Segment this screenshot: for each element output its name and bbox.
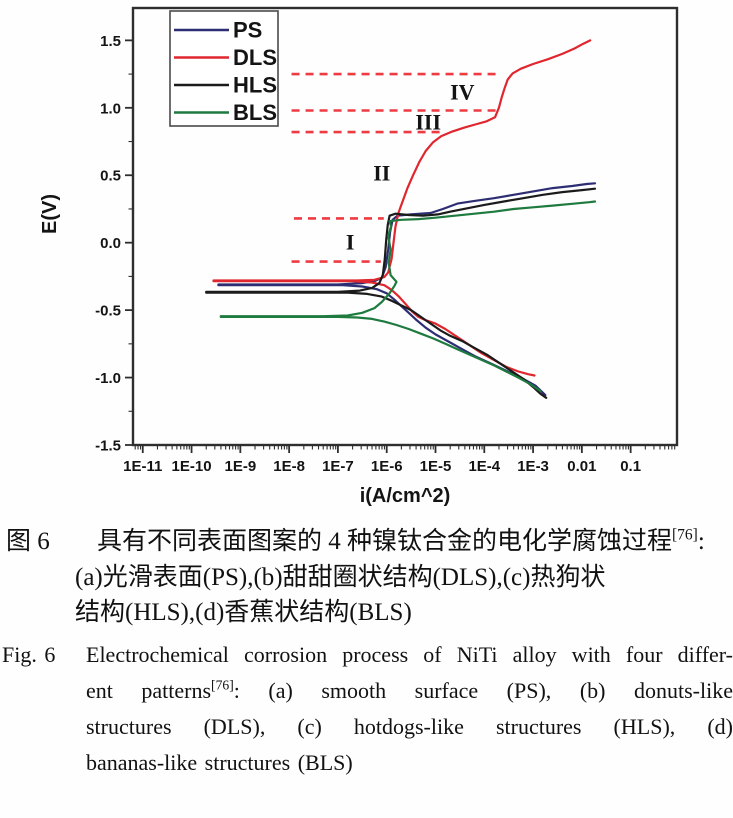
svg-text:HLS: HLS (233, 73, 277, 98)
svg-text:1E-5: 1E-5 (420, 458, 452, 475)
svg-text:-0.5: -0.5 (95, 303, 121, 320)
svg-text:0.0: 0.0 (100, 235, 121, 252)
svg-text:-1.0: -1.0 (95, 370, 121, 387)
svg-text:1E-8: 1E-8 (273, 458, 305, 475)
caption-zh-lines: 具有不同表面图案的 4 种镍钛合金的电化学腐蚀过程[76]: (a)光滑表面(P… (75, 524, 733, 631)
svg-text:i(A/cm^2): i(A/cm^2) (360, 485, 451, 507)
caption-zh-line2: (a)光滑表面(PS),(b)甜甜圈状结构(DLS),(c)热狗状 (75, 563, 606, 591)
figure-caption-zh: 图 6 具有不同表面图案的 4 种镍钛合金的电化学腐蚀过程[76]: (a)光滑… (0, 524, 733, 631)
svg-text:0.5: 0.5 (100, 168, 121, 185)
svg-text:1E-9: 1E-9 (224, 458, 256, 475)
svg-text:-1.5: -1.5 (95, 438, 121, 455)
caption-en-line3: structures (DLS), (c) hotdogs-like struc… (86, 713, 733, 739)
svg-text:PS: PS (233, 18, 262, 43)
svg-text:1E-3: 1E-3 (517, 458, 549, 475)
caption-en-line1: Electrochemical corrosion process of NiT… (86, 641, 733, 667)
svg-text:DLS: DLS (233, 45, 277, 70)
svg-text:1.0: 1.0 (100, 100, 121, 117)
caption-en-line4: bananas-like structures (BLS) (86, 749, 353, 775)
citation-ref-en: [76] (211, 677, 234, 693)
svg-text:1E-10: 1E-10 (172, 458, 212, 475)
svg-text:BLS: BLS (233, 100, 277, 125)
polarization-plot: 1E-11 1E-10 1E-9 1E-8 1E-7 1E-6 1E-5 1E-4 1E-3 0.… (39, 6, 679, 507)
svg-text:1E-6: 1E-6 (371, 458, 403, 475)
caption-zh-line1-text: 具有不同表面图案的 4 种镍钛合金的电化学腐蚀过程 (97, 528, 673, 555)
caption-en-lines: Electrochemical corrosion process of NiT… (86, 637, 733, 781)
caption-en-line2-post: : (a) smooth surface (PS), (b) donuts-li… (233, 677, 733, 703)
caption-en-line2: ent patterns[76]: (a) smooth surface (PS… (86, 673, 733, 709)
citation-ref-zh: [76] (672, 526, 698, 544)
svg-text:0.1: 0.1 (620, 458, 641, 475)
caption-zh-line1: 具有不同表面图案的 4 种镍钛合金的电化学腐蚀过程[76]: (75, 524, 733, 560)
caption-en-line2-pre: ent patterns (86, 677, 212, 703)
svg-text:1E-11: 1E-11 (123, 458, 162, 475)
svg-text:IV: IV (450, 80, 475, 105)
svg-text:III: III (415, 109, 441, 134)
svg-text:1.5: 1.5 (100, 33, 121, 50)
svg-text:E(V): E(V) (39, 194, 61, 234)
svg-text:1E-7: 1E-7 (322, 458, 354, 475)
svg-text:I: I (346, 229, 355, 254)
svg-text:0.01: 0.01 (567, 458, 596, 475)
svg-text:II: II (373, 161, 390, 186)
caption-zh-line3: 结构(HLS),(d)香蕉状结构(BLS) (75, 599, 412, 626)
caption-label-zh: 图 6 (6, 528, 50, 555)
figure-caption-en: Fig. 6 Electrochemical corrosion process… (0, 637, 733, 781)
caption-zh-line1-colon: : (697, 528, 705, 555)
svg-text:1E-4: 1E-4 (468, 458, 500, 475)
caption-label-en: Fig. 6 (2, 641, 56, 667)
chart-area: 1E-11 1E-10 1E-9 1E-8 1E-7 1E-6 1E-5 1E-4 1E-3 0.… (39, 6, 679, 507)
